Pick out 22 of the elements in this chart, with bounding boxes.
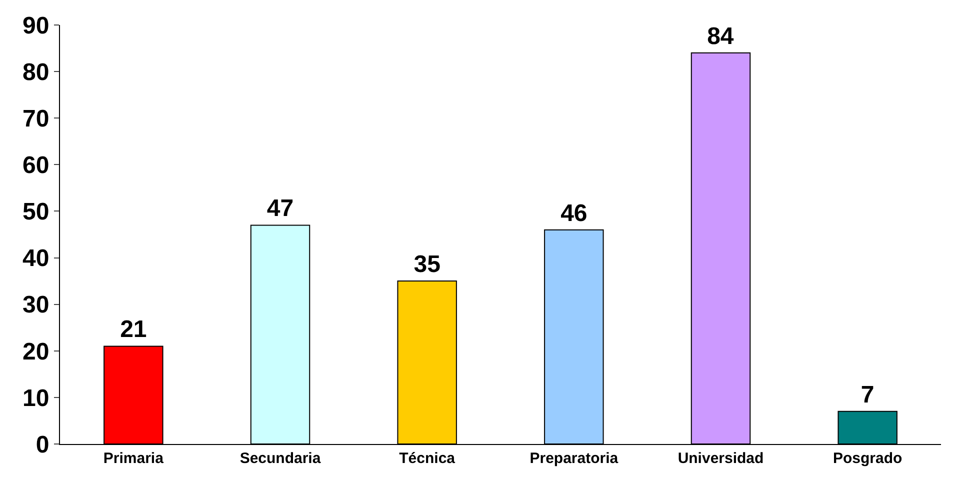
- x-tick-label: Primaria: [103, 450, 164, 467]
- y-tick-label: 60: [22, 152, 50, 180]
- data-label: 21: [120, 316, 147, 344]
- y-tick-label: 50: [22, 198, 50, 226]
- y-tick-label: 0: [36, 431, 50, 458]
- data-label: 35: [414, 251, 440, 278]
- y-tick-label: 30: [22, 292, 50, 319]
- y-tick-label: 10: [22, 384, 50, 412]
- x-tick-label: Secundaria: [240, 450, 322, 467]
- y-tick-label: 70: [22, 106, 50, 133]
- y-tick-label: 80: [22, 58, 50, 86]
- data-label: 47: [266, 195, 294, 222]
- data-label: 46: [560, 200, 588, 227]
- x-tick-label: Preparatoria: [530, 450, 619, 467]
- data-label: 7: [860, 381, 874, 408]
- y-tick-label: 20: [22, 338, 50, 366]
- x-tick-label: Universidad: [678, 450, 764, 467]
- y-tick-label: 90: [22, 12, 50, 40]
- y-tick-label: 40: [22, 245, 50, 272]
- x-tick-label: Posgrado: [832, 450, 902, 467]
- data-label: 84: [707, 22, 734, 50]
- x-tick-label: Técnica: [399, 450, 456, 467]
